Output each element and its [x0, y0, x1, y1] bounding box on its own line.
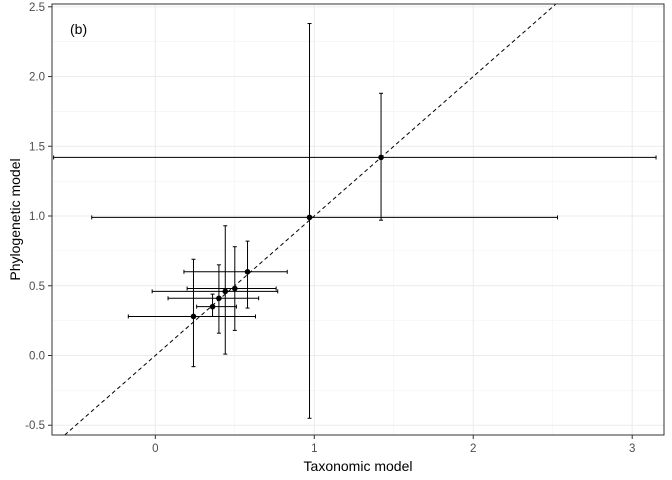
identity-line-layer [64, 3, 557, 436]
x-tick-label: 2 [470, 443, 476, 455]
data-points [190, 154, 384, 320]
data-point [306, 214, 313, 221]
data-point [216, 295, 222, 302]
data-point [222, 288, 229, 295]
y-tick-label: 0.0 [29, 350, 45, 362]
y-tick-label: 1.0 [29, 211, 45, 223]
y-axis-ticks: -0.5 0.0 0.5 1.0 1.5 2.0 2.5 [25, 2, 52, 432]
identity-reference-line [64, 3, 557, 436]
error-bars [53, 23, 657, 419]
y-tick-label: 0.5 [29, 281, 45, 293]
panel-label: (b) [70, 21, 87, 37]
data-point [244, 269, 251, 275]
x-axis-ticks: 0 1 2 3 [152, 435, 635, 455]
data-point [378, 154, 384, 161]
y-tick-label: 2.5 [29, 2, 45, 14]
data-point [190, 313, 197, 320]
grid-lines [52, 4, 664, 435]
x-axis-title: Taxonomic model [304, 458, 413, 474]
data-point [209, 303, 216, 310]
y-tick-label: 1.5 [29, 141, 45, 153]
y-axis-title: Phylogenetic model [7, 158, 23, 280]
y-tick-label: -0.5 [25, 420, 45, 432]
data-point [232, 285, 238, 292]
x-tick-label: 1 [311, 443, 317, 455]
y-tick-label: 2.0 [29, 72, 45, 84]
x-tick-label: 0 [152, 443, 158, 455]
panel-border [51, 3, 665, 436]
x-tick-label: 3 [629, 443, 635, 455]
